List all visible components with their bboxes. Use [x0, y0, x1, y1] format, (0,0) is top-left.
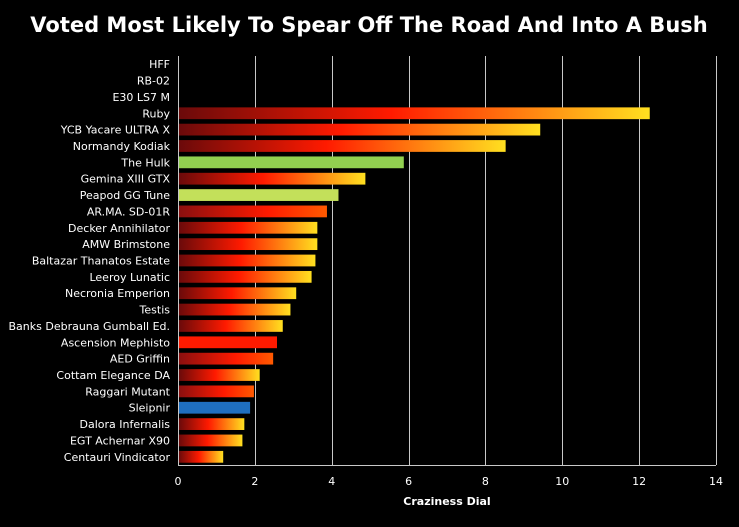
- bar: [179, 303, 291, 316]
- category-label: Peapod GG Tune: [80, 189, 170, 202]
- category-label: Necronia Emperion: [65, 287, 170, 300]
- category-label: Leeroy Lunatic: [89, 271, 170, 284]
- category-label: Cottam Elegance DA: [56, 369, 170, 382]
- bar: [179, 418, 245, 430]
- x-tick-label: 10: [555, 475, 569, 488]
- bar: [179, 189, 339, 201]
- bar: [179, 254, 316, 267]
- bar: [179, 352, 274, 365]
- category-label: Sleipnir: [129, 402, 171, 415]
- bar: [179, 205, 327, 218]
- x-tick-label: 2: [251, 475, 258, 488]
- x-tick-label: 14: [709, 475, 723, 488]
- x-tick-labels: 0 2 4 6 8 10 12 14: [175, 475, 724, 488]
- category-label: AR.MA. SD-01R: [87, 205, 171, 218]
- category-label: Gemina XIII GTX: [81, 173, 171, 186]
- bar: [179, 385, 254, 398]
- chart-title: Voted Most Likely To Spear Off The Road …: [30, 13, 707, 37]
- bar: [179, 336, 277, 349]
- category-label: EGT Achernar X90: [70, 434, 170, 447]
- category-labels: HFF RB-02 E30 LS7 M Ruby YCB Yacare ULTRA X N…: [9, 58, 171, 464]
- category-label: Normandy Kodiak: [73, 140, 171, 153]
- bar: [179, 320, 283, 332]
- category-label: HFF: [149, 58, 170, 71]
- bar: [179, 287, 297, 300]
- category-label: Banks Debrauna Gumball Ed.: [9, 320, 171, 333]
- category-label: Ruby: [142, 107, 170, 120]
- category-label: Centauri Vindicator: [64, 451, 171, 464]
- bar: [179, 238, 318, 251]
- x-tick-label: 12: [632, 475, 646, 488]
- category-label: Ascension Mephisto: [61, 336, 170, 349]
- bar: [179, 434, 243, 447]
- x-tick-label: 8: [482, 475, 489, 488]
- bar: [179, 172, 366, 185]
- bar: [179, 270, 312, 283]
- category-label: Decker Annihilator: [68, 222, 170, 235]
- category-label: The Hulk: [120, 156, 170, 169]
- category-label: E30 LS7 M: [112, 91, 170, 104]
- category-label: Baltazar Thanatos Estate: [32, 255, 170, 268]
- bars: [179, 107, 650, 463]
- category-label: AED Griffin: [110, 353, 170, 366]
- bar: [179, 156, 404, 169]
- bar: [179, 369, 260, 381]
- x-tick-label: 6: [405, 475, 412, 488]
- bar: [179, 401, 251, 414]
- category-label: Dalora Infernalis: [80, 418, 171, 431]
- category-label: Raggari Mutant: [85, 385, 170, 398]
- category-label: AMW Brimstone: [82, 238, 170, 251]
- x-tick-label: 0: [175, 475, 182, 488]
- x-tick-label: 4: [328, 475, 335, 488]
- bar: [179, 123, 541, 136]
- category-label: YCB Yacare ULTRA X: [60, 124, 171, 137]
- bar: [179, 450, 224, 463]
- bar: [179, 140, 506, 152]
- category-label: RB-02: [137, 75, 170, 88]
- category-label: Testis: [139, 304, 171, 317]
- bar: [179, 107, 650, 120]
- bar: [179, 221, 318, 234]
- x-axis-title: Craziness Dial: [403, 495, 490, 508]
